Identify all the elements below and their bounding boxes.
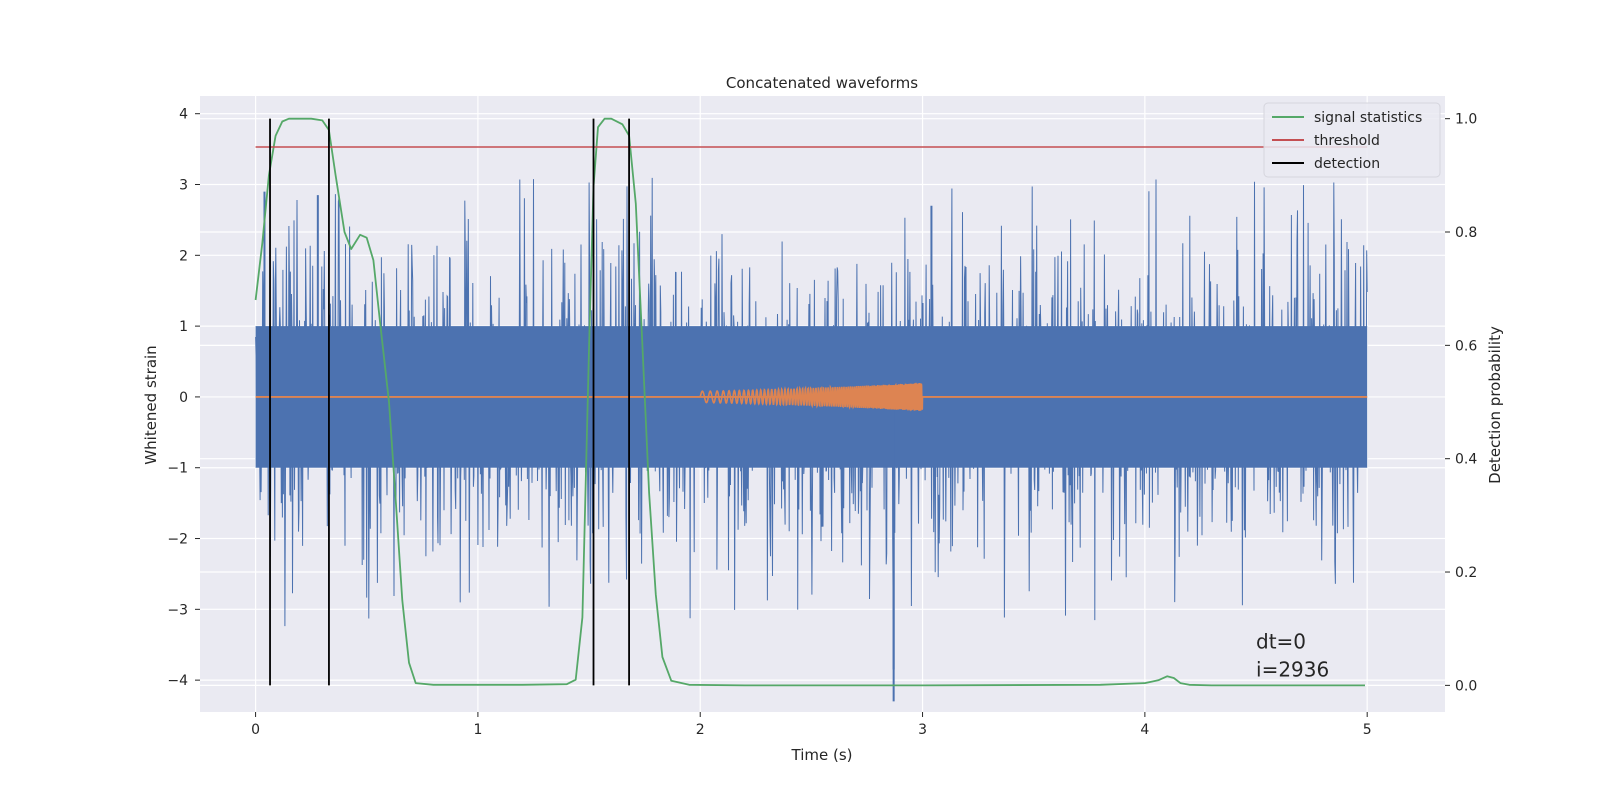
y-tick-label-0: −4 xyxy=(167,673,188,689)
y-tick-label-2: −2 xyxy=(167,532,188,548)
x-tick-label-3: 3 xyxy=(918,722,927,738)
y2-tick-label-2: 0.4 xyxy=(1455,452,1477,468)
x-tick-label-5: 5 xyxy=(1363,722,1372,738)
series-signal-statistics xyxy=(254,117,1365,687)
y2-tick-label-1: 0.2 xyxy=(1455,565,1477,581)
y-tick-label-5: 1 xyxy=(179,319,188,335)
x-axis-label: Time (s) xyxy=(791,746,853,764)
legend-label-0: signal statistics xyxy=(1314,110,1422,126)
annotations: dt=0 i=2936 xyxy=(1256,629,1329,681)
y-axis-label: Whitened strain xyxy=(142,345,160,464)
y-tick-label-7: 3 xyxy=(179,178,188,194)
x-tick-label-1: 1 xyxy=(473,722,482,738)
ticks: 0 1 2 3 4 5 −4 −3 −2 −1 0 1 2 3 4 0.0 0.2 0.4 0.6 0.8 1.0 xyxy=(167,107,1477,738)
series-chirp xyxy=(699,382,924,412)
x-tick-label-0: 0 xyxy=(251,722,260,738)
legend-label-1: threshold xyxy=(1314,133,1380,149)
y2-tick-label-3: 0.6 xyxy=(1455,338,1477,354)
y-tick-label-8: 4 xyxy=(179,107,188,123)
y2-tick-label-0: 0.0 xyxy=(1455,678,1477,694)
legend-label-2: detection xyxy=(1314,156,1380,172)
annotation-1: i=2936 xyxy=(1256,658,1329,682)
y2-tick-label-5: 1.0 xyxy=(1455,112,1477,128)
y2-axis-label: Detection probability xyxy=(1486,326,1504,484)
legend: signal statistics threshold detection xyxy=(1263,102,1441,178)
annotation-0: dt=0 xyxy=(1256,629,1306,653)
x-tick-label-4: 4 xyxy=(1140,722,1149,738)
legend-box xyxy=(1263,102,1441,178)
y-tick-label-3: −1 xyxy=(167,461,188,477)
y2-tick-label-4: 0.8 xyxy=(1455,225,1477,241)
y-tick-label-1: −3 xyxy=(167,602,188,618)
y-tick-label-6: 2 xyxy=(179,248,188,264)
chart-title: Concatenated waveforms xyxy=(726,74,918,92)
series-layer xyxy=(254,117,1368,702)
x-tick-label-2: 2 xyxy=(696,722,705,738)
y-tick-label-4: 0 xyxy=(179,390,188,406)
